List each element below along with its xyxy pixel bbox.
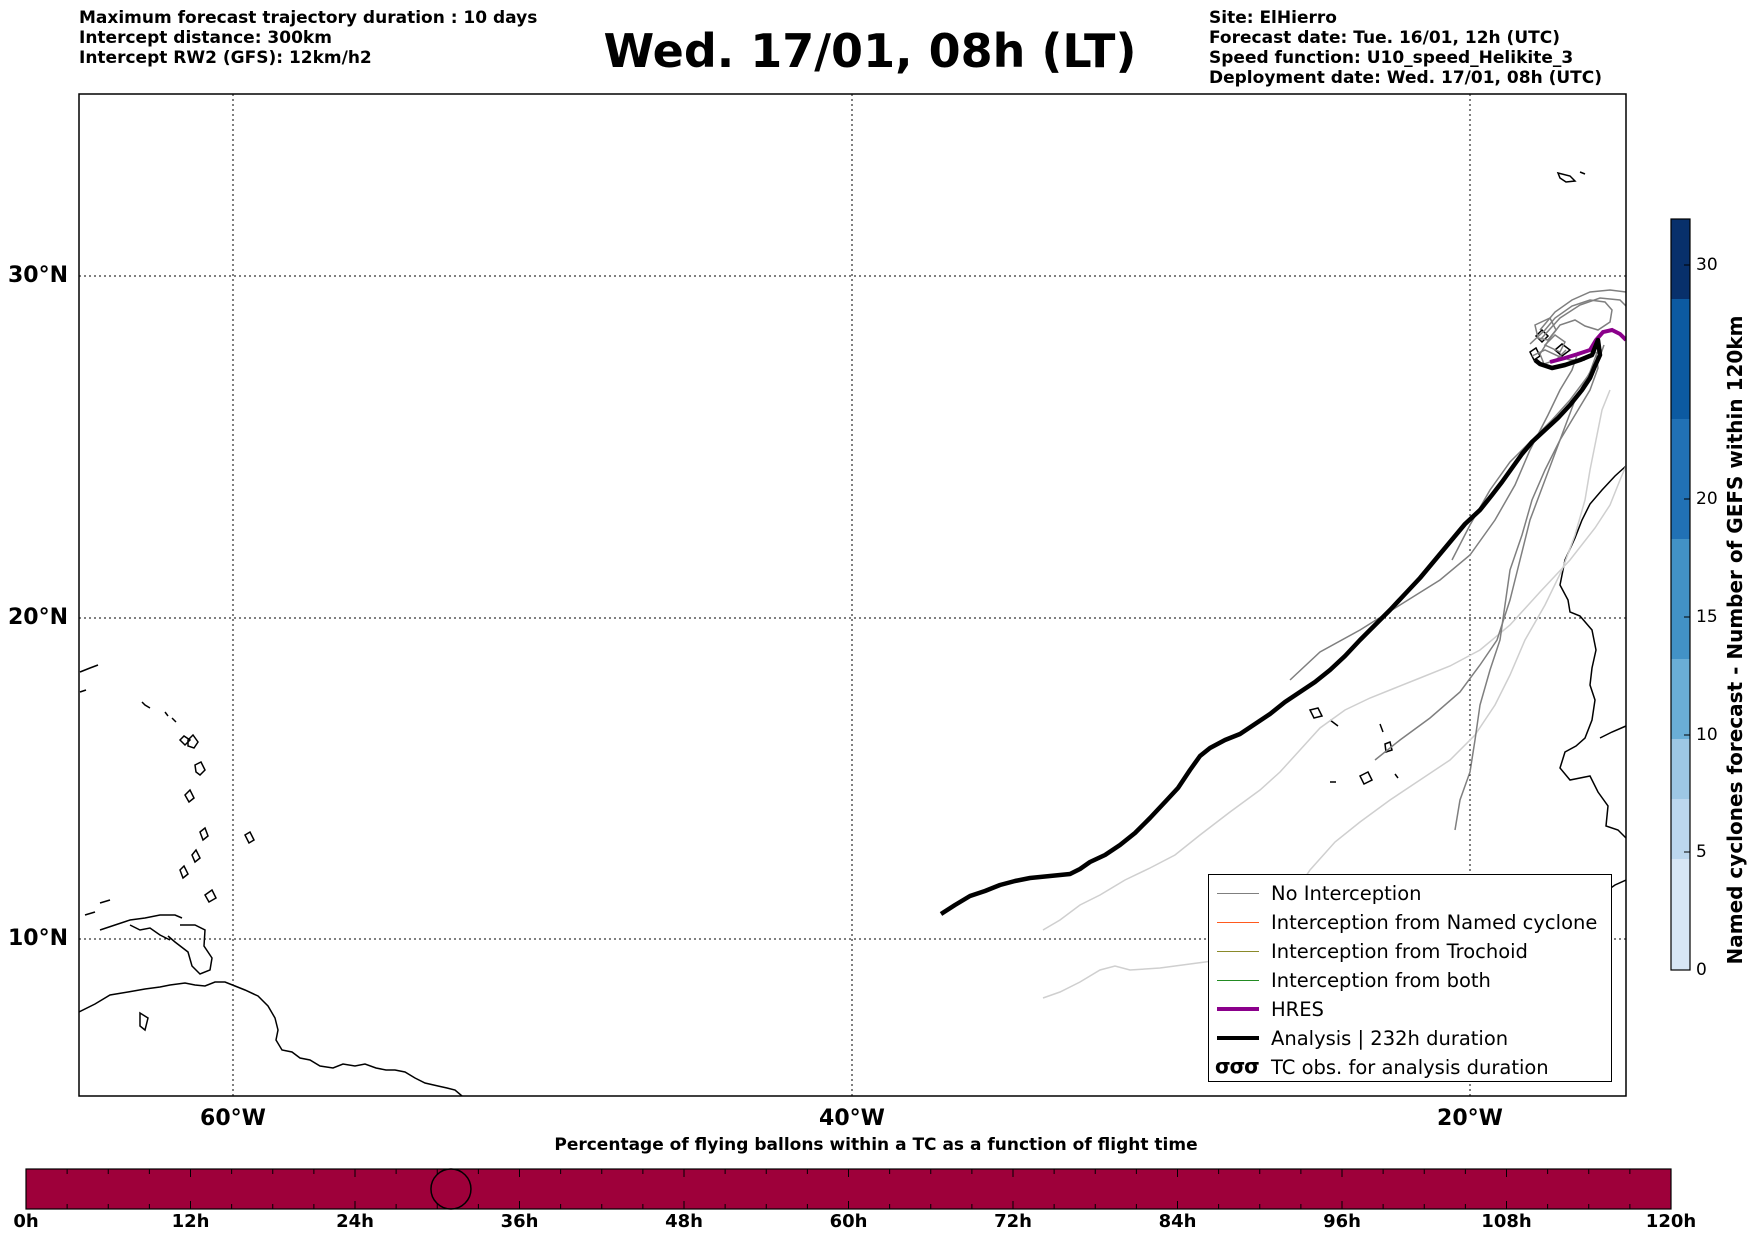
legend-swatch [1217, 922, 1259, 923]
colorbar [1670, 218, 1691, 971]
speed-function-text: Speed function: U10_speed_Helikite_3 [1209, 48, 1574, 68]
intercept-distance-text: Intercept distance: 300km [79, 28, 332, 48]
timeline-tick: 48h [665, 1211, 703, 1232]
no-interception-trajectories [1042, 289, 1626, 999]
lon-label-60w: 60°W [200, 1106, 266, 1131]
analysis-trajectory [939, 337, 1603, 916]
colorbar-tick: 0 [1696, 960, 1707, 980]
timeline-tick: 84h [1158, 1211, 1197, 1232]
timeline-bar [25, 1168, 1672, 1210]
legend-item-named-cyclone: Interception from Named cyclone [1209, 908, 1611, 937]
colorbar-tick: 10 [1696, 725, 1718, 745]
legend-label: Interception from Named cyclone [1271, 911, 1598, 934]
legend-label: Interception from Trochoid [1271, 940, 1528, 963]
legend-label: No Interception [1271, 882, 1422, 905]
intercept-rw2-text: Intercept RW2 (GFS): 12km/h2 [79, 48, 372, 68]
coastlines [79, 171, 1626, 1096]
lat-label-20n: 20°N [8, 605, 69, 630]
site-text: Site: ElHierro [1209, 8, 1337, 28]
legend-item-hres: HRES [1209, 995, 1611, 1024]
colorbar-tick: 5 [1696, 842, 1707, 862]
map-frame [78, 93, 1627, 1097]
lat-label-10n: 10°N [8, 926, 69, 951]
legend-label: HRES [1271, 998, 1324, 1021]
timeline-tick: 60h [829, 1211, 868, 1232]
colorbar-tick: 15 [1696, 607, 1718, 627]
legend-label: Analysis | 232h duration [1271, 1027, 1509, 1050]
legend-label: Interception from both [1271, 969, 1491, 992]
colorbar-label: Named cyclones forecast - Number of GEFS… [1723, 315, 1747, 965]
header-left-info: Maximum forecast trajectory duration : 1… [79, 8, 537, 68]
timeline-tick: 96h [1323, 1211, 1361, 1232]
legend-swatch [1217, 951, 1259, 952]
deployment-date-text: Deployment date: Wed. 17/01, 08h (UTC) [1209, 68, 1603, 88]
legend-swatch [1217, 893, 1259, 894]
legend-item-analysis: Analysis | 232h duration [1209, 1024, 1611, 1053]
legend-label: TC obs. for analysis duration [1271, 1056, 1549, 1079]
timeline-tick: 36h [500, 1211, 539, 1232]
lon-label-40w: 40°W [819, 1106, 885, 1131]
max-duration-text: Maximum forecast trajectory duration : 1… [79, 8, 538, 28]
forecast-date-text: Forecast date: Tue. 16/01, 12h (UTC) [1209, 28, 1560, 48]
legend-swatch [1217, 1007, 1259, 1011]
legend-item-no-interception: No Interception [1209, 879, 1611, 908]
map-legend: No Interception Interception from Named … [1208, 874, 1612, 1082]
colorbar-tick: 30 [1696, 255, 1718, 275]
legend-item-tc-obs: σσσ TC obs. for analysis duration [1209, 1053, 1611, 1082]
timeline-tick: 12h [171, 1211, 210, 1232]
header-right-info: Site: ElHierro Forecast date: Tue. 16/01… [1209, 8, 1602, 88]
legend-swatch [1217, 1036, 1259, 1040]
timeline-tick: 24h [336, 1211, 374, 1232]
lon-label-20w: 20°W [1437, 1106, 1503, 1131]
timeline-marker [430, 1168, 472, 1210]
lat-label-30n: 30°N [8, 263, 69, 288]
page-title: Wed. 17/01, 08h (LT) [603, 24, 1137, 78]
timeline-tick: 0h [13, 1211, 39, 1232]
legend-swatch [1217, 980, 1259, 981]
timeline-tick: 72h [994, 1211, 1032, 1232]
timeline-tick: 108h [1481, 1211, 1532, 1232]
timeline-title: Percentage of flying ballons within a TC… [554, 1135, 1198, 1155]
tc-symbol-icon: σσσ [1215, 1054, 1260, 1078]
timeline-tick: 120h [1645, 1211, 1697, 1232]
legend-item-both: Interception from both [1209, 966, 1611, 995]
legend-item-trochoid: Interception from Trochoid [1209, 937, 1611, 966]
colorbar-tick: 20 [1696, 489, 1718, 509]
